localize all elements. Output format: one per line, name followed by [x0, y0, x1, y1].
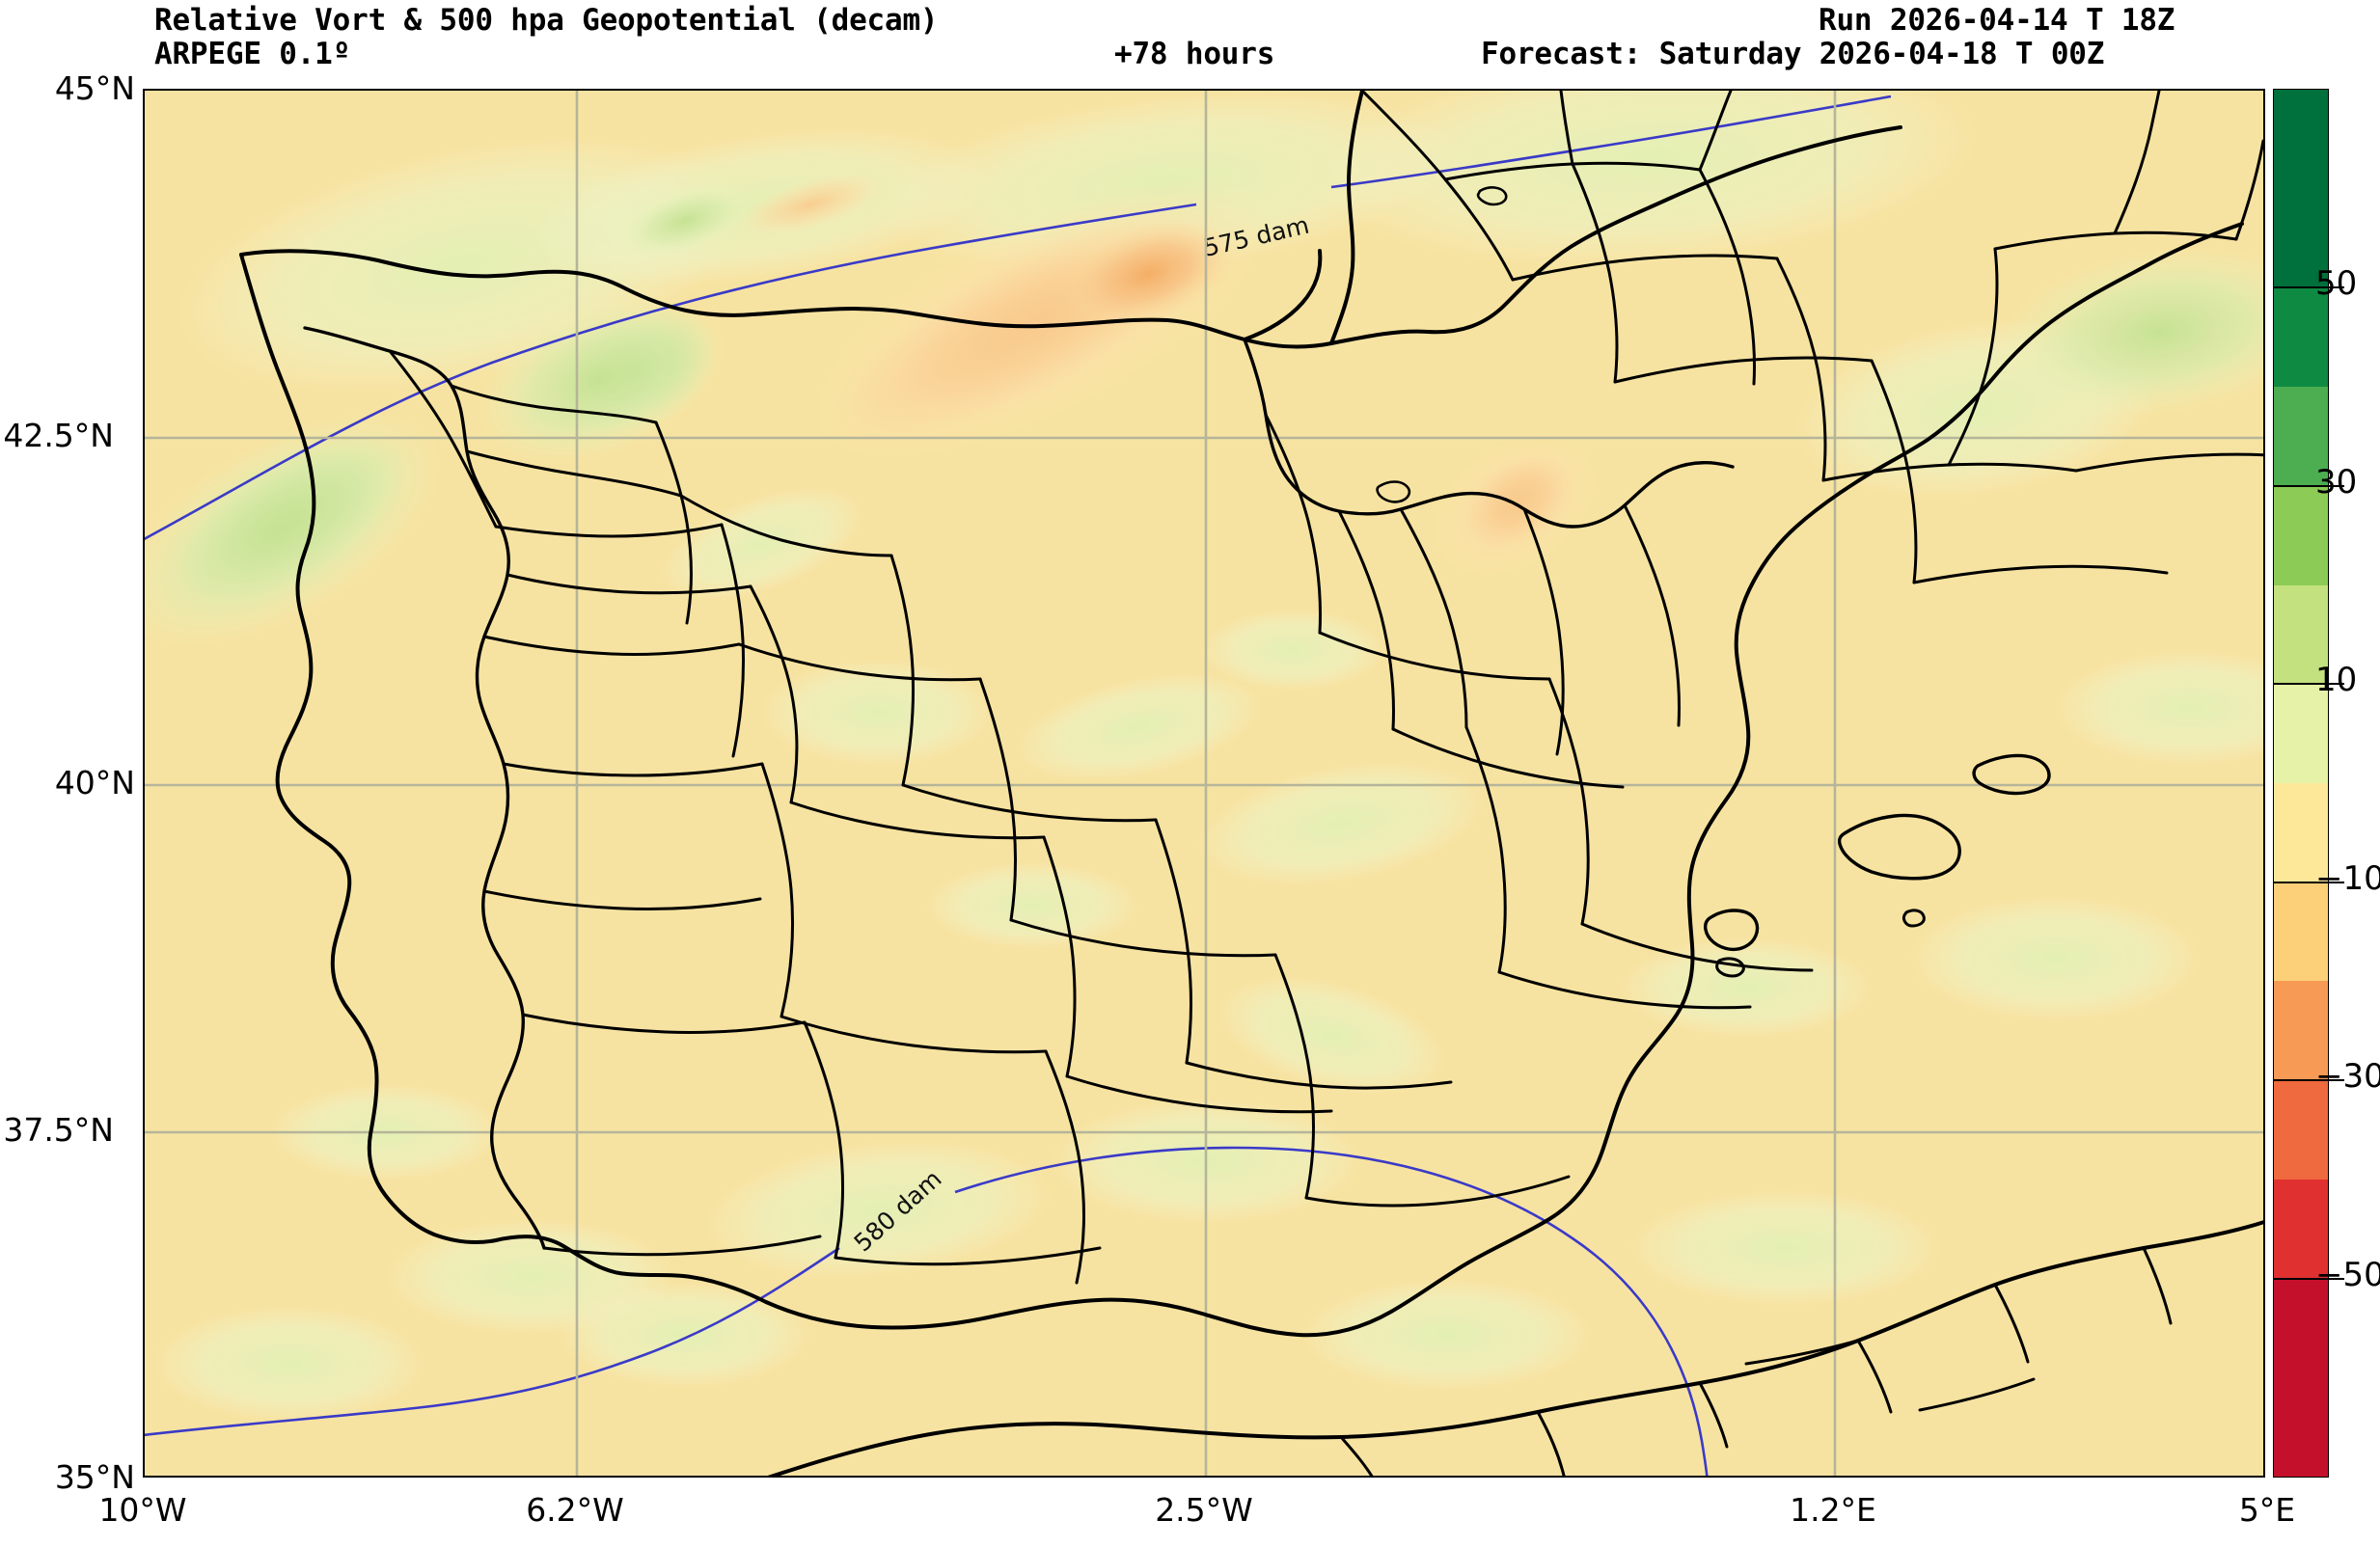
colorbar-label-50: 50	[2315, 264, 2358, 304]
colorbar-tick-10	[2273, 683, 2344, 686]
coastline-france-atlantic	[1329, 91, 1364, 345]
colorbar-band-20-10	[2274, 584, 2328, 685]
colorbar-tick-−30	[2273, 1079, 2344, 1082]
island-small-east	[1902, 909, 1926, 928]
colorbar-tick-−50	[2273, 1277, 2344, 1280]
lat-tick-40N: 40°N	[54, 764, 135, 801]
colorbar-band-10-0	[2274, 684, 2328, 783]
colorbar-band--20--30	[2274, 981, 2328, 1081]
lat-tick-37.5N: 37.5°N	[3, 1111, 114, 1149]
lon-tick-10W: 10°W	[98, 1491, 187, 1529]
model-name-label: ARPEGE 0.1º	[154, 37, 351, 71]
colorbar-band-50-40	[2274, 287, 2328, 388]
contour-575-right	[1330, 95, 1892, 189]
chart-header: Relative Vort & 500 hpa Geopotential (de…	[0, 0, 2380, 71]
coastline-iberia-south	[764, 222, 2244, 1338]
lat-tick-35N: 35°N	[54, 1458, 135, 1496]
vorticity-shading	[145, 91, 2263, 1422]
colorbar-tick-30	[2273, 484, 2344, 487]
weather-map-svg: 575 dam 580 dam	[145, 91, 2263, 1476]
border-spain-france	[1243, 338, 1735, 529]
map-boundaries	[239, 91, 2263, 1476]
island-mallorca	[1837, 813, 1961, 881]
map-plot-area: 575 dam 580 dam	[143, 89, 2265, 1478]
lon-tick-5E: 5°E	[2238, 1491, 2296, 1529]
lon-tick-6.2W: 6.2°W	[526, 1491, 624, 1529]
lon-tick-1.2E: 1.2°E	[1790, 1491, 1876, 1529]
colorbar-label-30: 30	[2315, 462, 2358, 502]
forecast-valid-label: Forecast: Saturday 2026-04-18 T 00Z	[1481, 37, 2105, 71]
north-africa-admin-borders	[1339, 1246, 2173, 1476]
colorbar-label-−50: −50	[2315, 1255, 2380, 1294]
island-ibiza	[1703, 909, 1760, 952]
colorbar-label-−10: −10	[2315, 858, 2380, 898]
colorbar-band-40-30	[2274, 387, 2328, 486]
map-gridlines	[145, 91, 2263, 1476]
colorbar	[2273, 89, 2329, 1478]
colorbar-band-30-20	[2274, 485, 2328, 585]
colorbar-tick-−10	[2273, 881, 2344, 883]
detail-lake-1	[1376, 480, 1411, 503]
france-admin-borders	[1360, 91, 2263, 584]
lon-tick-2.5W: 2.5°W	[1155, 1491, 1253, 1529]
colorbar-band--30--40	[2274, 1080, 2328, 1180]
run-timestamp-label: Run 2026-04-14 T 18Z	[1819, 3, 2175, 38]
lat-tick-42.5N: 42.5°N	[3, 417, 114, 454]
page-title: Relative Vort & 500 hpa Geopotential (de…	[154, 3, 939, 38]
colorbar-band--50--70	[2274, 1278, 2328, 1477]
coastline-iberia	[239, 125, 1902, 349]
lat-tick-45N: 45°N	[54, 69, 135, 107]
colorbar-label-−30: −30	[2315, 1057, 2380, 1097]
colorbar-tick-50	[2273, 286, 2344, 289]
coastline-north-africa	[767, 1220, 2263, 1476]
colorbar-label-10: 10	[2315, 661, 2358, 700]
spain-admin-borders	[388, 349, 1814, 1285]
colorbar-band--40--50	[2274, 1179, 2328, 1279]
detail-lake-2	[1476, 186, 1508, 206]
lead-time-label: +78 hours	[1114, 37, 1275, 71]
contour-580-left	[145, 1246, 840, 1437]
coastline-biscay	[1243, 249, 1323, 341]
island-menorca	[1972, 753, 2051, 796]
colorbar-band--10--20	[2274, 882, 2328, 982]
colorbar-band-70-50	[2274, 90, 2328, 288]
coastline-iberia-west	[239, 253, 768, 1304]
colorbar-band-0--10	[2274, 782, 2328, 882]
